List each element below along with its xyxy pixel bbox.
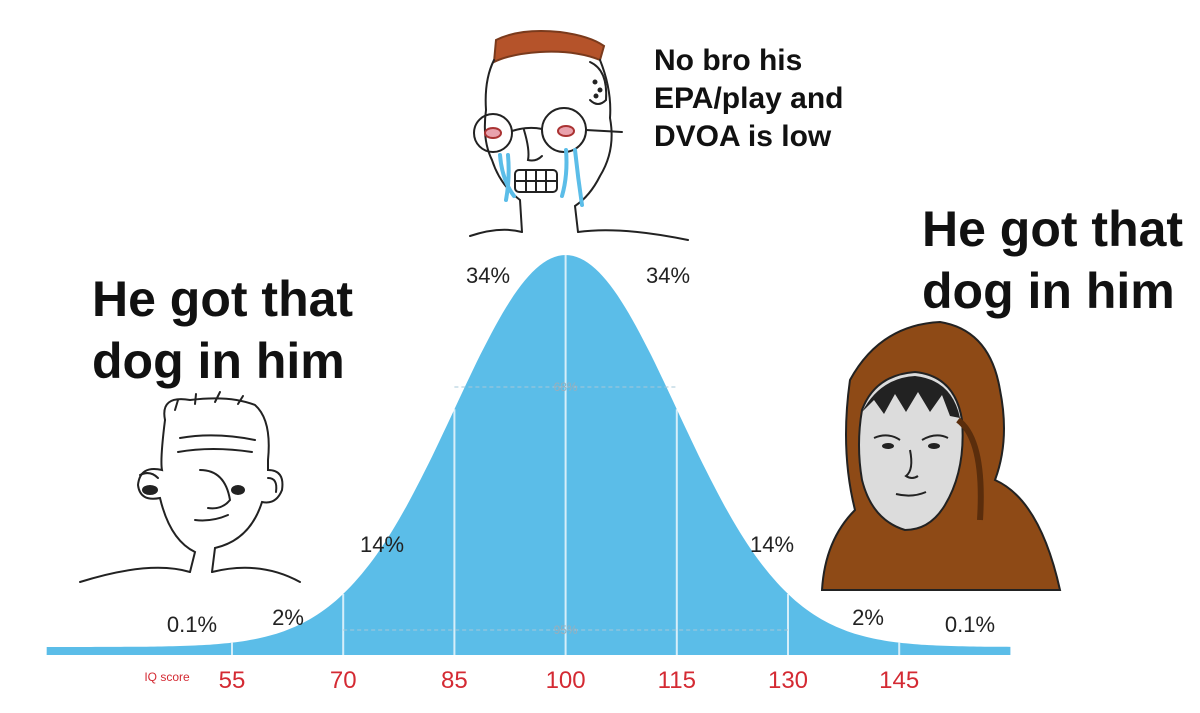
caption-right-line-1: He got that: [922, 201, 1184, 257]
x-tick-label: 100: [546, 667, 586, 694]
caption-top-line-2: EPA/play and: [654, 82, 844, 115]
x-axis-label: IQ score: [144, 670, 190, 684]
bracket-label: 95%: [554, 623, 578, 637]
segment-percent-label: 0.1%: [945, 612, 995, 637]
caption-top: No bro his EPA/play and DVOA is low: [654, 42, 844, 156]
x-tick-label: 145: [879, 667, 919, 694]
caption-left-line-1: He got that: [92, 271, 354, 327]
x-tick-label: 115: [658, 667, 696, 694]
segment-percent-label: 34%: [646, 263, 690, 288]
bell-curve-area: [46, 255, 1011, 655]
caption-right: He got that dog in him: [922, 198, 1183, 322]
x-tick-label: 55: [219, 667, 246, 694]
segment-percent-label: 14%: [750, 532, 794, 557]
segment-percent-label: 2%: [272, 605, 304, 630]
bracket-label: 68%: [554, 380, 578, 394]
segment-percent-label: 0.1%: [167, 612, 217, 637]
segment-percent-label: 2%: [852, 605, 884, 630]
wojak-bald-illustration: [79, 391, 301, 583]
segment-percent-label: 34%: [466, 263, 510, 288]
wojak-crying-glasses-illustration: [469, 30, 689, 241]
caption-top-line-1: No bro his: [654, 44, 803, 77]
caption-left-line-2: dog in him: [92, 333, 345, 389]
caption-right-line-2: dog in him: [922, 263, 1175, 319]
caption-left: He got that dog in him: [92, 268, 353, 392]
segment-percent-label: 14%: [360, 532, 404, 557]
x-tick-label: 130: [768, 667, 808, 694]
x-tick-label: 70: [330, 667, 357, 694]
caption-top-line-3: DVOA is low: [654, 120, 832, 153]
x-tick-label: 85: [441, 667, 468, 694]
wojak-hooded-illustration: [820, 320, 1062, 591]
